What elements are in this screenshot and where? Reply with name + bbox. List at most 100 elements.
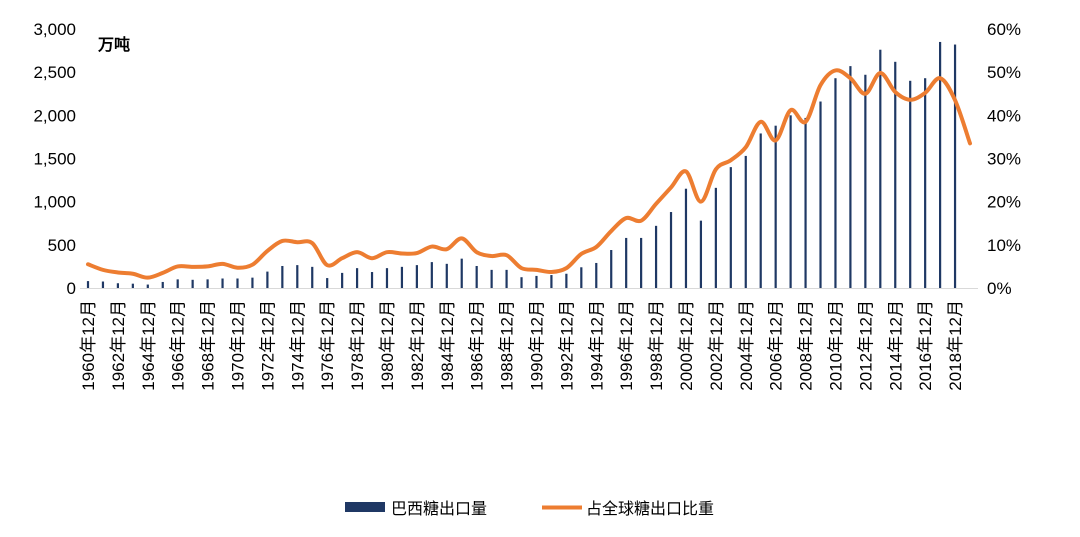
- global-share-point: [400, 251, 404, 255]
- x-axis-tick-label: 2000年12月: [677, 300, 696, 391]
- global-share-point: [116, 270, 120, 274]
- x-axis-tick-label: 1964年12月: [139, 300, 158, 391]
- right-axis-tick-label: 10%: [987, 236, 1021, 255]
- export-bar: [699, 220, 703, 288]
- x-axis-tick-label: 2006年12月: [767, 300, 786, 391]
- global-share-point: [146, 276, 150, 280]
- export-bar: [116, 283, 119, 288]
- legend: 巴西糖出口量 占全球糖出口比重: [345, 500, 714, 518]
- global-share-point: [774, 138, 778, 142]
- x-axis-tick-label: 2002年12月: [707, 300, 726, 391]
- export-bar: [206, 279, 209, 288]
- global-share-point: [206, 264, 210, 268]
- global-share-point: [624, 216, 628, 220]
- global-share-point: [385, 250, 389, 254]
- global-share-points: [86, 68, 972, 279]
- export-bar: [924, 78, 927, 289]
- global-share-point: [131, 272, 135, 276]
- export-volume-bars: [86, 41, 957, 289]
- global-share-point: [669, 185, 673, 189]
- export-bar: [834, 78, 837, 289]
- legend-swatch-bar: [345, 502, 385, 512]
- global-share-point: [534, 268, 538, 272]
- export-bar: [86, 281, 90, 288]
- global-share-point: [609, 229, 613, 233]
- export-bar: [415, 265, 418, 288]
- export-bar: [251, 277, 254, 288]
- x-axis-tick-label: 1968年12月: [199, 300, 218, 391]
- global-share-point: [445, 247, 449, 251]
- export-bar: [191, 279, 194, 288]
- global-share-point: [250, 263, 254, 267]
- left-axis-unit-label: 万吨: [97, 35, 130, 54]
- x-axis-tick-label: 2004年12月: [737, 300, 756, 391]
- global-share-point: [475, 250, 479, 254]
- export-bar: [281, 265, 284, 288]
- global-share-point: [714, 167, 718, 171]
- export-bar: [909, 80, 912, 288]
- export-bar: [879, 49, 882, 288]
- export-bar: [640, 237, 643, 288]
- global-share-point: [953, 98, 957, 102]
- global-share-point: [579, 252, 583, 256]
- export-bar: [714, 187, 717, 288]
- global-share-point: [295, 240, 299, 244]
- global-share-point: [191, 265, 195, 269]
- global-share-point: [908, 98, 912, 102]
- export-bar: [804, 117, 807, 288]
- x-axis-tick-label: 1984年12月: [438, 300, 457, 391]
- x-axis-tick-labels: 1960年12月 1962年12月 1964年12月 1966年12月 1968年12月…: [79, 300, 965, 391]
- global-share-point: [280, 239, 284, 243]
- global-share-point: [325, 263, 329, 267]
- x-axis-tick-label: 1976年12月: [318, 300, 337, 391]
- export-bar: [535, 275, 538, 288]
- global-share-point: [490, 254, 494, 258]
- export-bar: [430, 262, 433, 288]
- global-share-point: [923, 91, 927, 95]
- global-share-point: [370, 256, 374, 260]
- global-share-point: [654, 202, 658, 206]
- export-bar: [819, 101, 822, 289]
- x-axis-tick-label: 2010年12月: [826, 300, 845, 391]
- left-axis-tick-labels: 0 500 1,000 1,500 2,000 2,500 3,000: [33, 20, 76, 298]
- global-share-point: [415, 251, 419, 255]
- global-share-point: [684, 169, 688, 173]
- export-bar: [326, 278, 329, 288]
- global-share-point: [848, 76, 852, 80]
- export-bar: [296, 265, 299, 288]
- global-share-point: [789, 108, 793, 112]
- x-axis-tick-label: 1982年12月: [408, 300, 427, 391]
- x-axis-tick-label: 2018年12月: [946, 300, 965, 391]
- export-bar: [625, 237, 628, 288]
- export-bar: [131, 283, 134, 288]
- x-axis-tick-label: 1986年12月: [468, 300, 487, 391]
- right-axis-tick-label: 50%: [987, 63, 1021, 82]
- right-axis-tick-label: 40%: [987, 106, 1021, 125]
- export-bar: [684, 188, 688, 288]
- global-share-point: [819, 83, 823, 87]
- x-axis-tick-label: 1998年12月: [647, 300, 666, 391]
- x-axis-tick-label: 2014年12月: [886, 300, 905, 391]
- left-axis-tick-label: 3,000: [33, 20, 76, 39]
- export-bar: [311, 266, 314, 288]
- export-bar: [490, 269, 493, 288]
- x-axis-tick-label: 2008年12月: [797, 300, 816, 391]
- x-axis-tick-label: 1978年12月: [348, 300, 367, 391]
- export-bar: [221, 278, 224, 288]
- right-axis-tick-label: 20%: [987, 193, 1021, 212]
- export-bar: [759, 133, 762, 288]
- export-bar: [864, 74, 867, 288]
- export-bar: [146, 284, 149, 288]
- global-share-point: [564, 266, 568, 270]
- export-bar: [161, 281, 164, 288]
- x-axis-tick-label: 1960年12月: [79, 300, 98, 391]
- global-share-line: [86, 68, 972, 280]
- export-bar: [744, 155, 747, 288]
- global-share-point: [833, 68, 837, 72]
- export-bar: [400, 266, 404, 288]
- right-axis-tick-labels: 0% 10% 20% 30% 40% 50% 60%: [987, 20, 1021, 298]
- global-share-point: [699, 200, 703, 204]
- export-bar: [266, 271, 269, 288]
- x-axis-tick-label: 1990年12月: [527, 300, 546, 391]
